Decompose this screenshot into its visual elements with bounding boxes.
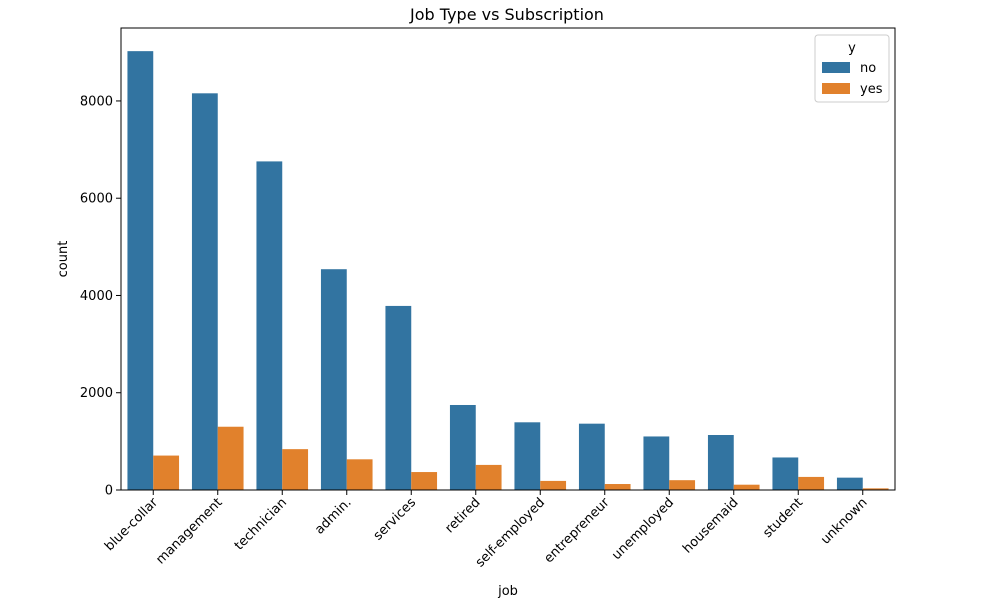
bar-no-blue-collar [127, 51, 154, 491]
bar-yes-services [411, 472, 438, 490]
bar-yes-blue-collar [153, 455, 180, 490]
y-tick-label: 8000 [80, 94, 113, 109]
bar-yes-admin [346, 459, 373, 490]
y-axis-title: count [56, 241, 71, 278]
bar-no-retired [449, 404, 476, 490]
legend-label-no: no [860, 61, 876, 76]
legend-title: y [848, 41, 856, 56]
bars-group [127, 51, 889, 491]
bar-no-entrepreneur [578, 423, 605, 490]
bar-no-unknown [836, 477, 863, 490]
bar-no-admin [320, 269, 347, 490]
chart-title: Job Type vs Subscription [409, 5, 604, 24]
bar-yes-management [217, 426, 244, 490]
plot-frame [120, 27, 896, 491]
bar-no-housemaid [707, 435, 734, 490]
y-tick-label: 2000 [80, 386, 113, 401]
bar-yes-retired [475, 464, 502, 490]
bar-yes-unknown [862, 488, 889, 490]
bar-no-management [191, 93, 218, 490]
bar-yes-unemployed [669, 480, 696, 490]
x-axis-title: job [497, 584, 518, 599]
bar-no-technician [256, 161, 283, 490]
bar-yes-housemaid [733, 484, 760, 490]
legend-label-yes: yes [860, 82, 883, 97]
y-axis: 0 2000 4000 6000 8000 [80, 94, 121, 499]
y-tick-label: 6000 [80, 192, 113, 207]
y-tick-label: 0 [105, 484, 113, 499]
legend-swatch-yes [822, 83, 850, 94]
bar-no-student [772, 457, 799, 490]
legend-swatch-no [822, 62, 850, 73]
y-tick-label: 4000 [80, 289, 113, 304]
bar-no-self-employed [514, 422, 541, 490]
legend: y no yes [814, 34, 890, 103]
bar-yes-self-employed [540, 480, 567, 490]
bar-yes-student [798, 476, 825, 490]
bar-no-unemployed [643, 436, 670, 490]
bar-no-services [385, 305, 412, 490]
bar-yes-technician [282, 449, 309, 490]
bar-yes-entrepreneur [604, 484, 631, 490]
